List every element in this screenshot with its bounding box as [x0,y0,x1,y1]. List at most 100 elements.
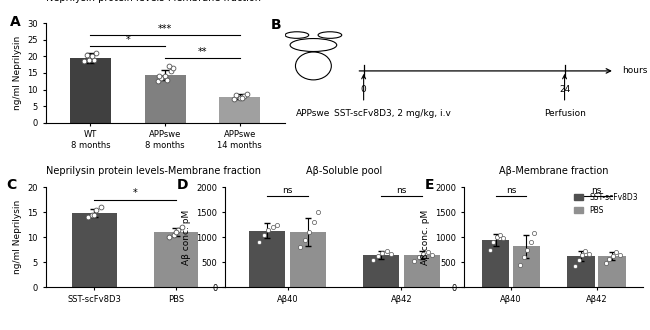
Bar [482,240,510,287]
Point [83,215,93,220]
Point [268,225,278,230]
Text: ns: ns [506,186,516,195]
Text: hours: hours [622,66,647,76]
Text: Neprilysin protein levels-Membrane fraction: Neprilysin protein levels-Membrane fract… [46,166,261,176]
Point [529,231,539,236]
Point [263,227,274,232]
Bar [513,246,540,287]
Point [300,237,310,243]
Point [89,57,99,62]
Y-axis label: ng/ml Neprilysin: ng/ml Neprilysin [13,200,22,275]
Bar [404,255,440,287]
Legend: SST-scFv8D3, PBS: SST-scFv8D3, PBS [573,191,640,216]
Point [154,74,164,79]
Title: Aβ-Membrane fraction: Aβ-Membrane fraction [499,166,608,176]
Point [604,256,614,262]
Point [614,252,625,258]
Point [313,210,324,215]
Point [409,258,419,263]
Text: SST-scFv8D3, 2 mg/kg, i.v: SST-scFv8D3, 2 mg/kg, i.v [334,109,451,118]
Text: ns: ns [282,186,293,195]
Point [522,247,532,252]
Point [162,77,172,82]
Point [231,93,241,98]
Bar [290,232,326,287]
Point [427,252,437,258]
Point [167,65,177,71]
Text: D: D [177,178,188,191]
Point [515,262,526,267]
Point [304,230,315,235]
Point [488,240,499,245]
Point [168,232,179,238]
Point [580,248,591,254]
Point [96,205,106,210]
Point [156,75,166,81]
Point [368,257,378,262]
Point [81,52,92,57]
Point [239,93,249,99]
Point [309,220,319,225]
Point [91,207,101,213]
Text: ns: ns [592,186,602,195]
Point [386,251,396,257]
Bar [363,255,399,287]
Bar [72,214,117,287]
Bar [144,75,186,123]
Point [160,74,170,79]
Bar [153,232,198,287]
Text: E: E [424,178,434,191]
Text: C: C [6,178,16,191]
Point [86,54,97,59]
Bar [70,58,111,123]
Point [584,251,594,256]
Text: 0: 0 [361,85,367,94]
Point [79,59,90,64]
Point [413,254,424,260]
Point [495,232,505,238]
Text: APPswe: APPswe [296,109,331,118]
Text: Neprilysin protein levels-Membrane fraction: Neprilysin protein levels-Membrane fract… [46,0,261,3]
Point [611,249,621,255]
Point [372,253,383,259]
Point [177,225,188,230]
Text: A: A [10,15,20,29]
Point [382,248,392,254]
Point [570,264,580,269]
Point [418,251,428,257]
Point [254,240,265,245]
Point [577,252,587,257]
Point [229,97,239,102]
Text: 24: 24 [559,85,570,94]
Point [422,249,433,255]
Point [152,79,162,84]
Point [573,257,584,262]
Y-axis label: ng/ml Neprilysin: ng/ml Neprilysin [13,36,21,110]
Text: ns: ns [396,186,407,195]
Point [87,212,98,217]
Point [164,64,174,69]
Text: *: * [133,188,138,198]
Point [235,95,245,100]
Bar [567,256,595,287]
Text: **: ** [198,47,207,57]
Point [91,50,101,56]
Point [608,253,618,259]
Bar [249,231,285,287]
Point [172,227,183,232]
Point [491,235,502,240]
Bar [598,256,625,287]
Text: ***: *** [158,24,172,34]
Point [89,212,99,217]
Y-axis label: Aβ conc. pM: Aβ conc. pM [182,210,190,265]
Point [484,247,495,252]
Text: Perfusion: Perfusion [543,109,586,118]
Text: B: B [270,18,281,32]
Title: Aβ-Soluble pool: Aβ-Soluble pool [306,166,383,176]
Point [377,250,387,256]
Point [237,96,247,101]
Point [259,232,269,238]
Point [242,92,252,97]
Text: *: * [125,35,130,45]
Point [84,57,94,62]
